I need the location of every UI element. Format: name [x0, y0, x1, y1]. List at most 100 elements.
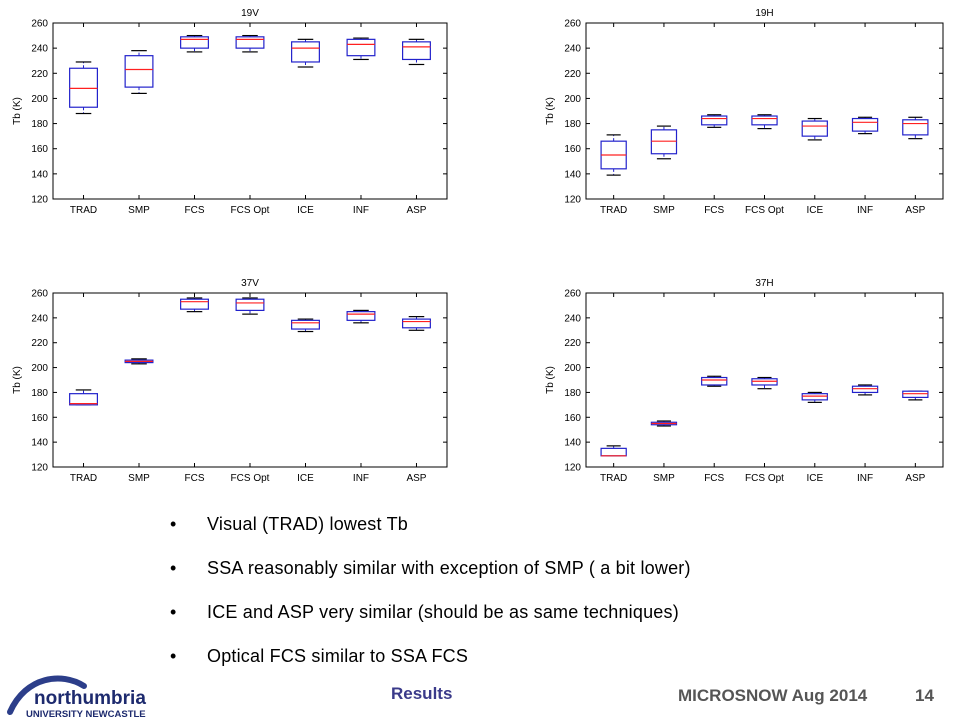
box — [851, 117, 879, 132]
x-tick-label: INF — [857, 205, 873, 216]
x-tick-label: FCS — [185, 473, 205, 484]
box — [701, 376, 728, 386]
y-tick-label: 180 — [31, 119, 48, 130]
y-tick-label: 240 — [564, 44, 581, 55]
chart-title: 19V — [241, 8, 259, 19]
bullet-marker: • — [170, 558, 177, 578]
y-tick-label: 120 — [564, 195, 581, 206]
y-tick-label: 220 — [31, 338, 48, 349]
logo-wordmark: northumbria — [34, 688, 146, 709]
x-tick-label: SMP — [128, 205, 150, 216]
box — [600, 447, 627, 457]
x-tick-label: ASP — [905, 205, 925, 216]
bullet-text: ICE and ASP very similar (should be as s… — [207, 602, 679, 622]
logo-subtext: UNIVERSITY NEWCASTLE — [26, 709, 146, 720]
x-tick-label: TRAD — [70, 205, 97, 216]
box — [346, 38, 376, 57]
box — [902, 390, 929, 398]
box — [69, 393, 98, 406]
y-tick-label: 160 — [564, 413, 581, 424]
y-tick-label: 220 — [564, 338, 581, 349]
box — [751, 115, 778, 126]
x-tick-label: TRAD — [70, 473, 97, 484]
plot-frame — [585, 22, 944, 200]
y-tick-label: 140 — [31, 438, 48, 449]
page-number: 14 — [915, 686, 934, 705]
chart-title: 19H — [755, 8, 773, 19]
y-tick-label: 160 — [31, 413, 48, 424]
box — [801, 393, 828, 401]
x-tick-label: ICE — [297, 473, 314, 484]
y-tick-label: 140 — [31, 169, 48, 180]
box — [291, 319, 320, 330]
northumbria-logo: northumbria UNIVERSITY NEWCASTLE — [7, 675, 146, 720]
y-tick-label: 160 — [564, 144, 581, 155]
bullet-item: • Optical FCS similar to SSA FCS — [170, 642, 691, 686]
x-tick-label: TRAD — [600, 473, 627, 484]
y-tick-label: 140 — [564, 169, 581, 180]
boxplot-panel: 19H Tb (K) 120 140 160 180 200 220 240 260 TRAD SMP… — [545, 8, 944, 216]
box — [402, 318, 431, 329]
y-tick-label: 120 — [31, 195, 48, 206]
x-tick-label: ASP — [905, 473, 925, 484]
y-tick-label: 260 — [564, 19, 581, 30]
y-tick-label: 200 — [564, 94, 581, 105]
x-tick-label: ASP — [406, 205, 426, 216]
y-tick-label: 260 — [31, 289, 48, 300]
x-tick-label: SMP — [653, 473, 675, 484]
box — [180, 36, 209, 49]
boxplot-panel: 37V Tb (K) 120 140 160 180 200 220 240 260 TRAD SMP… — [12, 278, 448, 484]
conference-label: MICROSNOW Aug 2014 — [678, 686, 868, 705]
y-tick-label: 240 — [564, 313, 581, 324]
box — [235, 36, 265, 49]
y-tick-label: 220 — [31, 69, 48, 80]
chart-title: 37H — [755, 278, 773, 289]
box — [751, 378, 778, 386]
y-tick-label: 200 — [31, 363, 48, 374]
x-tick-label: FCS Opt — [745, 205, 784, 216]
bullet-marker: • — [170, 514, 177, 534]
y-tick-label: 120 — [564, 463, 581, 474]
y-tick-label: 260 — [31, 19, 48, 30]
box — [346, 311, 376, 321]
bullet-item: • SSA reasonably similar with exception o… — [170, 554, 691, 598]
box — [801, 120, 828, 137]
y-axis-label: Tb (K) — [545, 97, 556, 125]
x-tick-label: FCS — [704, 205, 724, 216]
box — [180, 298, 209, 310]
y-tick-label: 260 — [564, 289, 581, 300]
bullet-marker: • — [170, 646, 177, 666]
y-tick-label: 180 — [31, 388, 48, 399]
y-axis-label: Tb (K) — [12, 97, 23, 125]
boxplot-panel: 37H Tb (K) 120 140 160 180 200 220 240 260 TRAD SMP… — [545, 278, 944, 484]
section-label: Results — [391, 684, 453, 703]
y-tick-label: 140 — [564, 438, 581, 449]
boxplot-panels: 19V Tb (K) 120 140 160 180 200 220 240 260 TRAD SMP… — [12, 8, 944, 484]
x-tick-label: FCS — [185, 205, 205, 216]
bullet-item: • ICE and ASP very similar (should be as … — [170, 598, 691, 642]
x-tick-label: INF — [353, 205, 369, 216]
y-tick-label: 180 — [564, 119, 581, 130]
chart-title: 37V — [241, 278, 259, 289]
y-axis-label: Tb (K) — [545, 366, 556, 394]
bullet-text: Optical FCS similar to SSA FCS — [207, 646, 469, 666]
box — [902, 119, 929, 136]
y-tick-label: 240 — [31, 313, 48, 324]
y-tick-label: 240 — [31, 44, 48, 55]
bullet-item: • Visual (TRAD) lowest Tb — [170, 510, 691, 554]
bullet-text: Visual (TRAD) lowest Tb — [207, 514, 408, 534]
box — [701, 115, 728, 126]
plot-frame — [52, 292, 448, 468]
box — [851, 385, 879, 394]
box — [291, 41, 320, 63]
x-tick-label: FCS — [704, 473, 724, 484]
bullet-marker: • — [170, 602, 177, 622]
y-tick-label: 200 — [564, 363, 581, 374]
bullet-text: SSA reasonably similar with exception of… — [207, 558, 691, 578]
x-tick-label: INF — [353, 473, 369, 484]
x-tick-label: ICE — [806, 473, 823, 484]
box — [69, 67, 98, 108]
x-tick-label: ICE — [297, 205, 314, 216]
x-tick-label: SMP — [653, 205, 675, 216]
box — [402, 41, 431, 61]
